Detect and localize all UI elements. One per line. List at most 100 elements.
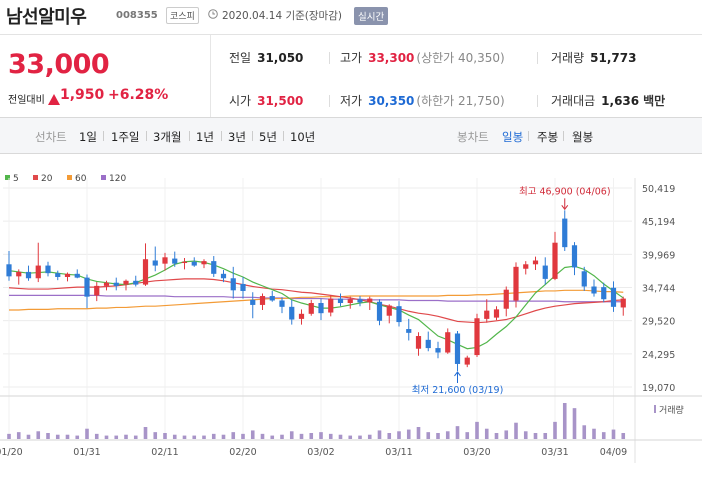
tab-1day[interactable]: 1일	[79, 130, 97, 144]
up-arrow-icon	[48, 94, 60, 105]
legend-swatch	[101, 175, 106, 180]
volume-bar	[494, 433, 499, 439]
candle-body	[493, 309, 500, 318]
x-tick-label: 03/20	[463, 447, 490, 458]
ma120-line	[9, 294, 624, 303]
volume-bar	[211, 433, 216, 439]
candle-body	[269, 296, 275, 301]
volume-bar	[445, 431, 450, 439]
volume-bar	[182, 435, 187, 439]
divider	[563, 131, 564, 141]
change-label: 전일대비	[8, 95, 45, 106]
divider	[146, 131, 147, 141]
volume-bar	[250, 430, 255, 439]
stat-value: 51,773	[590, 51, 637, 65]
volume-bar	[241, 433, 245, 439]
candle-body	[250, 299, 256, 305]
candle-body	[464, 357, 470, 365]
upper-limit: (상한가 40,350)	[416, 51, 505, 65]
price-chart: 5 20 60 120 50,419 45,194 39,969 34,744 29,520 24…	[0, 168, 702, 484]
divider	[221, 131, 222, 141]
volume-bar	[533, 433, 538, 439]
tab-3year[interactable]: 3년	[228, 130, 246, 144]
y-tick-label: 19,070	[642, 383, 675, 394]
tab-3month[interactable]: 3개월	[153, 130, 182, 144]
volume-bar	[16, 432, 21, 439]
candle-body	[201, 261, 207, 265]
candle-body	[503, 289, 509, 309]
candle-body	[610, 287, 617, 307]
volume-bar	[475, 421, 479, 439]
tab-10year[interactable]: 10년	[290, 130, 316, 144]
candle-body	[74, 273, 80, 278]
candle-body	[94, 285, 100, 296]
legend-swatch	[5, 175, 10, 180]
candle-body	[6, 264, 12, 277]
volume-bar	[7, 433, 11, 439]
x-tick-label: 03/11	[385, 447, 412, 458]
candle-body	[542, 265, 548, 279]
stat-value: 30,350	[368, 94, 415, 108]
ma60-line	[9, 289, 624, 311]
volume-bar	[562, 403, 567, 439]
candle-body	[376, 301, 383, 321]
candle-body	[581, 271, 587, 287]
volume-bar	[231, 432, 236, 439]
candle-body	[259, 296, 266, 305]
stat-amount: 거래대금 1,636 백만	[551, 92, 665, 109]
volume-bar	[436, 433, 440, 439]
legend-label: 5	[13, 174, 19, 184]
down-arrow-icon	[561, 205, 569, 211]
candle-body	[562, 218, 568, 248]
x-tick-label: 02/11	[151, 447, 178, 458]
tab-line-chart[interactable]: 선차트	[35, 130, 67, 144]
candle-body	[55, 273, 61, 277]
candle-body	[396, 306, 402, 323]
candle-body	[64, 273, 71, 277]
volume-bar	[309, 433, 314, 439]
volume-bar	[523, 431, 528, 439]
volume-bar	[55, 434, 60, 439]
stat-value: 1,636	[601, 94, 640, 108]
volume-bar	[94, 433, 99, 439]
y-tick-label: 39,969	[642, 250, 675, 261]
candle-body	[484, 310, 490, 319]
candle-body	[45, 265, 51, 274]
clock-icon	[208, 9, 218, 19]
candle-body	[133, 280, 139, 285]
tab-daily[interactable]: 일봉	[502, 130, 524, 144]
candle-body	[16, 271, 22, 277]
candle-body	[513, 266, 519, 301]
market-badge: 코스피	[166, 7, 199, 24]
tab-candle-chart[interactable]: 봉차트	[457, 130, 489, 144]
stock-code: 008355	[116, 10, 158, 21]
stat-label: 거래대금	[551, 94, 596, 108]
high-annotation: 최고 46,900 (04/06)	[519, 186, 611, 197]
candle-body	[113, 282, 119, 286]
tab-5year[interactable]: 5년	[259, 130, 277, 144]
candle-body	[35, 265, 41, 279]
candle-body	[152, 260, 158, 266]
candle-body	[425, 339, 431, 349]
candle-body	[103, 282, 110, 286]
volume-bar	[514, 422, 518, 439]
volume-bar	[65, 434, 70, 439]
divider	[189, 131, 190, 141]
y-tick-label: 24,295	[642, 350, 675, 361]
x-tick-label: 01/31	[73, 447, 100, 458]
volume-legend-label: 거래량	[659, 404, 684, 416]
volume-bar	[328, 433, 333, 439]
tab-1year[interactable]: 1년	[196, 130, 214, 144]
volume-bar	[426, 432, 431, 439]
tab-1week[interactable]: 1주일	[111, 130, 140, 144]
candle-body	[211, 261, 217, 274]
volume-bar	[143, 427, 148, 439]
candle-body	[220, 273, 227, 279]
candle-body	[84, 277, 90, 297]
volume-bar	[484, 428, 489, 439]
realtime-button[interactable]: 실시간	[354, 7, 389, 25]
tab-weekly[interactable]: 주봉	[537, 130, 559, 144]
stat-value: 33,300	[368, 51, 415, 65]
base-date: 2020.04.14 기준(장마감)	[222, 10, 342, 22]
tab-monthly[interactable]: 월봉	[572, 130, 594, 144]
